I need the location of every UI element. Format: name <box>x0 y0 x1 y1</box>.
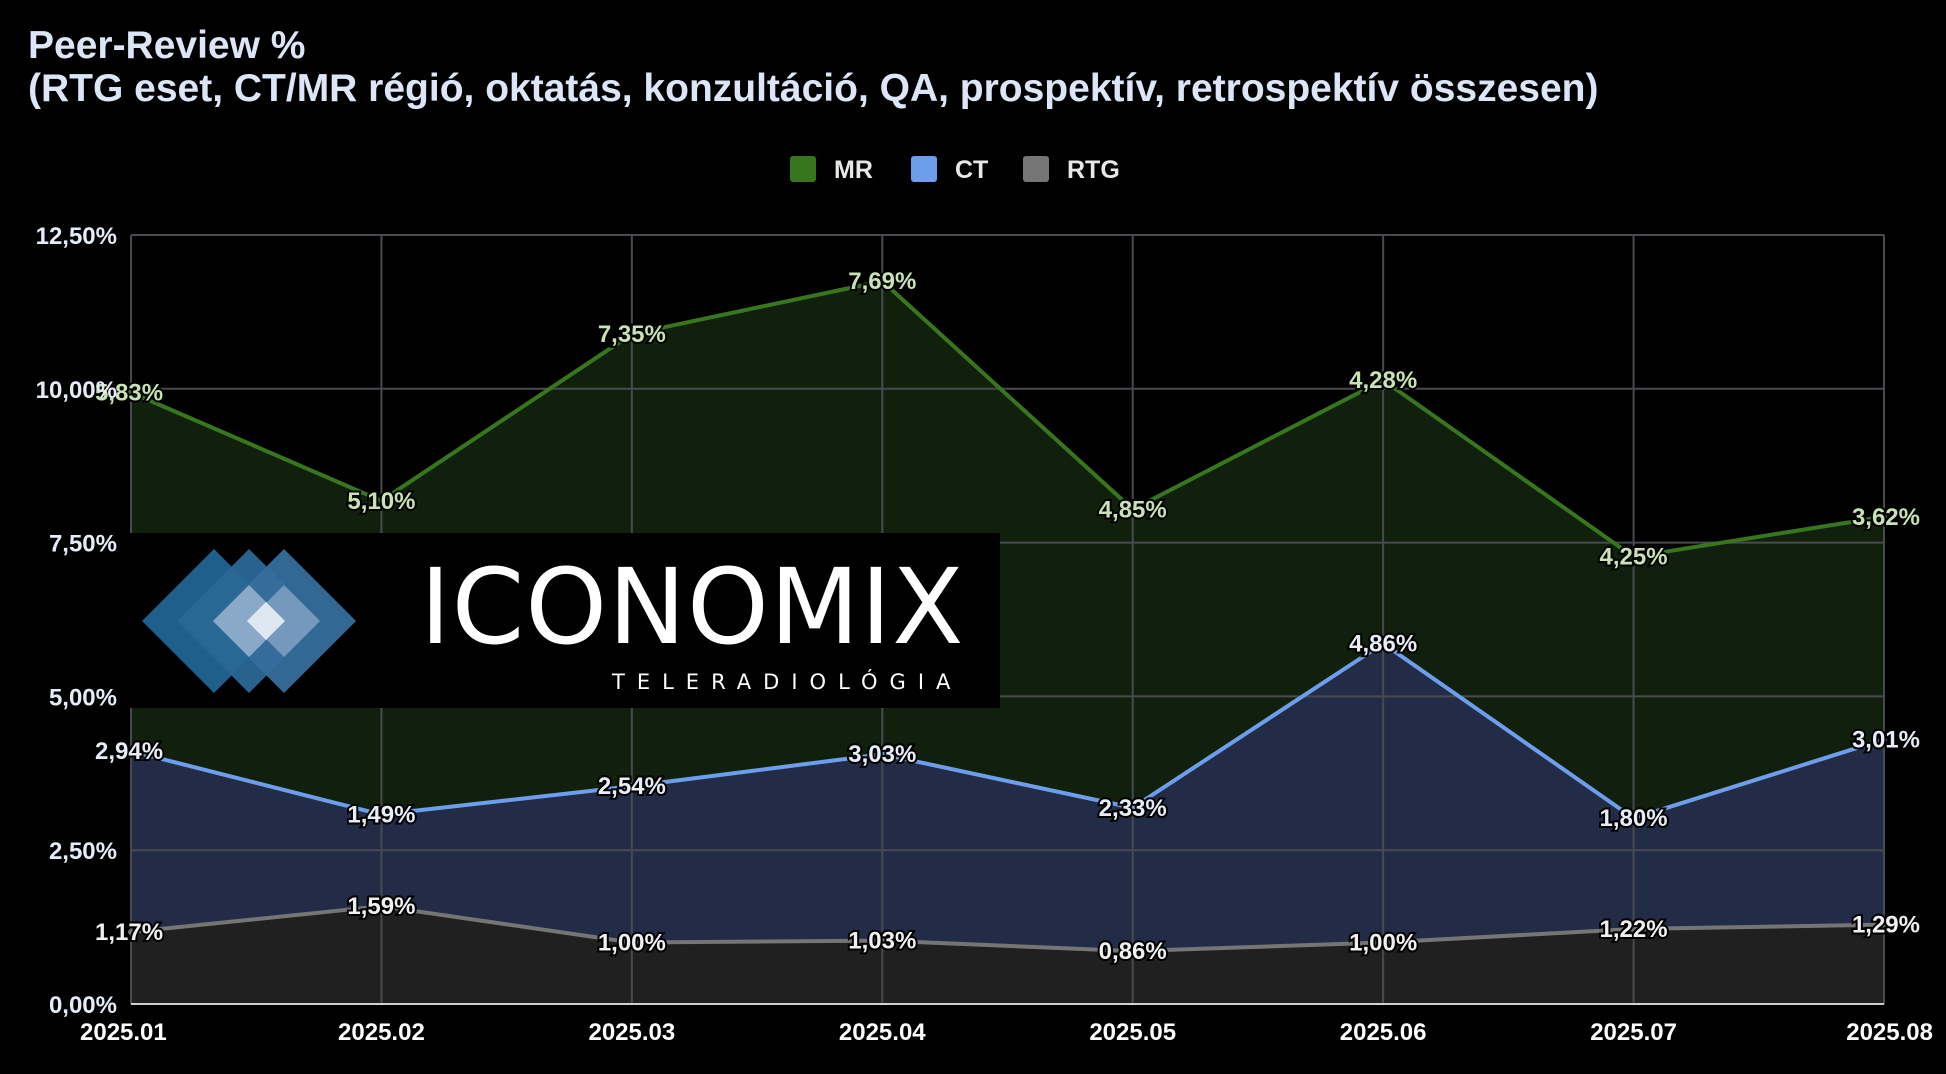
data-label-rtg: 1,03% <box>848 928 916 955</box>
data-label-mr: 7,69% <box>848 268 916 295</box>
y-tick-label: 7,50% <box>49 531 117 558</box>
x-tick-label: 2025.07 <box>1590 1019 1677 1046</box>
logo-wordmark: ICONOMIX <box>420 546 965 668</box>
point-mr <box>128 389 134 396</box>
legend-label-ct: CT <box>955 156 988 184</box>
data-label-rtg: 0,86% <box>1099 938 1167 965</box>
legend-label-rtg: RTG <box>1067 156 1120 184</box>
y-tick-label: 0,00% <box>49 992 117 1019</box>
point-ct <box>378 811 385 818</box>
y-tick-label: 5,00% <box>49 684 117 711</box>
x-tick-label: 2025.08 <box>1846 1019 1933 1046</box>
data-label-mr: 5,10% <box>347 488 415 515</box>
point-rtg <box>1380 939 1387 946</box>
legend-swatch-mr <box>790 156 816 182</box>
logo-diamond-core <box>247 602 285 640</box>
point-ct <box>628 783 635 790</box>
x-tick-label: 2025.01 <box>80 1019 167 1046</box>
data-label-rtg: 1,17% <box>95 919 163 946</box>
y-tick-label: 10,00% <box>36 377 117 404</box>
chart-title-line-2: (RTG eset, CT/MR régió, oktatás, konzult… <box>28 67 1599 110</box>
chart-title: Peer-Review % (RTG eset, CT/MR régió, ok… <box>28 24 1598 110</box>
data-label-rtg: 1,22% <box>1600 916 1668 943</box>
data-label-ct: 2,54% <box>598 773 666 800</box>
point-mr <box>1630 553 1637 560</box>
point-ct <box>1129 804 1136 811</box>
data-label-ct: 2,33% <box>1099 795 1167 822</box>
point-rtg <box>879 937 886 944</box>
legend-swatch-rtg <box>1023 156 1049 182</box>
chart-title-line-1: Peer-Review % <box>28 24 306 67</box>
legend-swatch-ct <box>911 156 937 182</box>
data-label-ct: 3,01% <box>1852 726 1920 753</box>
area-ct <box>131 643 1884 952</box>
data-label-mr: 7,35% <box>598 321 666 348</box>
x-tick-label: 2025.04 <box>839 1019 926 1046</box>
logo-diamond-mark <box>142 549 356 693</box>
data-label-mr: 3,62% <box>1852 504 1920 531</box>
logo-subtitle: TELERADIOLÓGIA <box>612 670 963 694</box>
point-mr <box>1881 513 1887 520</box>
series-lines: 1,17% 1,59% 1,00% 1,03% 0,86% 1,00% 1,22% 1,29%… <box>93 266 1922 967</box>
data-label-rtg: 1,29% <box>1852 912 1920 939</box>
data-label-ct: 4,86% <box>1349 630 1417 657</box>
x-tick-label: 2025.02 <box>338 1019 425 1046</box>
point-rtg <box>1129 948 1136 955</box>
legend-label-mr: MR <box>834 156 873 184</box>
data-label-ct: 3,03% <box>848 741 916 768</box>
point-rtg <box>1630 925 1637 932</box>
area-rtg <box>131 906 1884 1004</box>
line-mr <box>130 279 1885 559</box>
point-mr <box>1380 377 1387 384</box>
x-tick-label: 2025.05 <box>1089 1019 1176 1046</box>
data-label-mr: 5,83% <box>95 379 163 406</box>
line-rtg <box>130 904 1885 954</box>
y-tick-label: 12,50% <box>36 223 117 250</box>
data-label-ct: 1,49% <box>347 802 415 829</box>
point-rtg <box>1881 921 1887 928</box>
point-ct <box>879 751 886 758</box>
data-label-rtg: 1,00% <box>598 929 666 956</box>
point-ct <box>128 748 134 755</box>
x-tick-label: 2025.06 <box>1340 1019 1427 1046</box>
x-tick-label: 2025.03 <box>588 1019 675 1046</box>
data-label-mr: 4,25% <box>1600 544 1668 571</box>
data-label-rtg: 1,59% <box>347 893 415 920</box>
iconomix-logo: ICONOMIX TELERADIOLÓGIA <box>130 533 1000 708</box>
data-label-mr: 4,85% <box>1099 496 1167 523</box>
point-ct <box>1881 736 1887 743</box>
point-mr <box>628 331 635 338</box>
y-tick-label: 2,50% <box>49 838 117 865</box>
data-label-rtg: 1,00% <box>1349 929 1417 956</box>
data-label-ct: 2,94% <box>95 738 163 765</box>
point-rtg <box>628 939 635 946</box>
point-mr <box>1129 506 1136 513</box>
data-label-mr: 4,28% <box>1349 367 1417 394</box>
point-ct <box>1380 640 1387 647</box>
chart-legend: MR CT RTG <box>790 156 1120 184</box>
point-rtg <box>128 929 134 936</box>
chart-axes: 0,00% 2,50% 5,00% 7,50% 10,00% 12,50% 2025.01 2… <box>36 223 1933 1046</box>
point-mr <box>378 497 385 504</box>
data-label-ct: 1,80% <box>1600 805 1668 832</box>
point-mr <box>879 278 886 285</box>
line-ct <box>130 641 1885 821</box>
point-ct <box>1630 815 1637 822</box>
point-rtg <box>378 903 385 910</box>
